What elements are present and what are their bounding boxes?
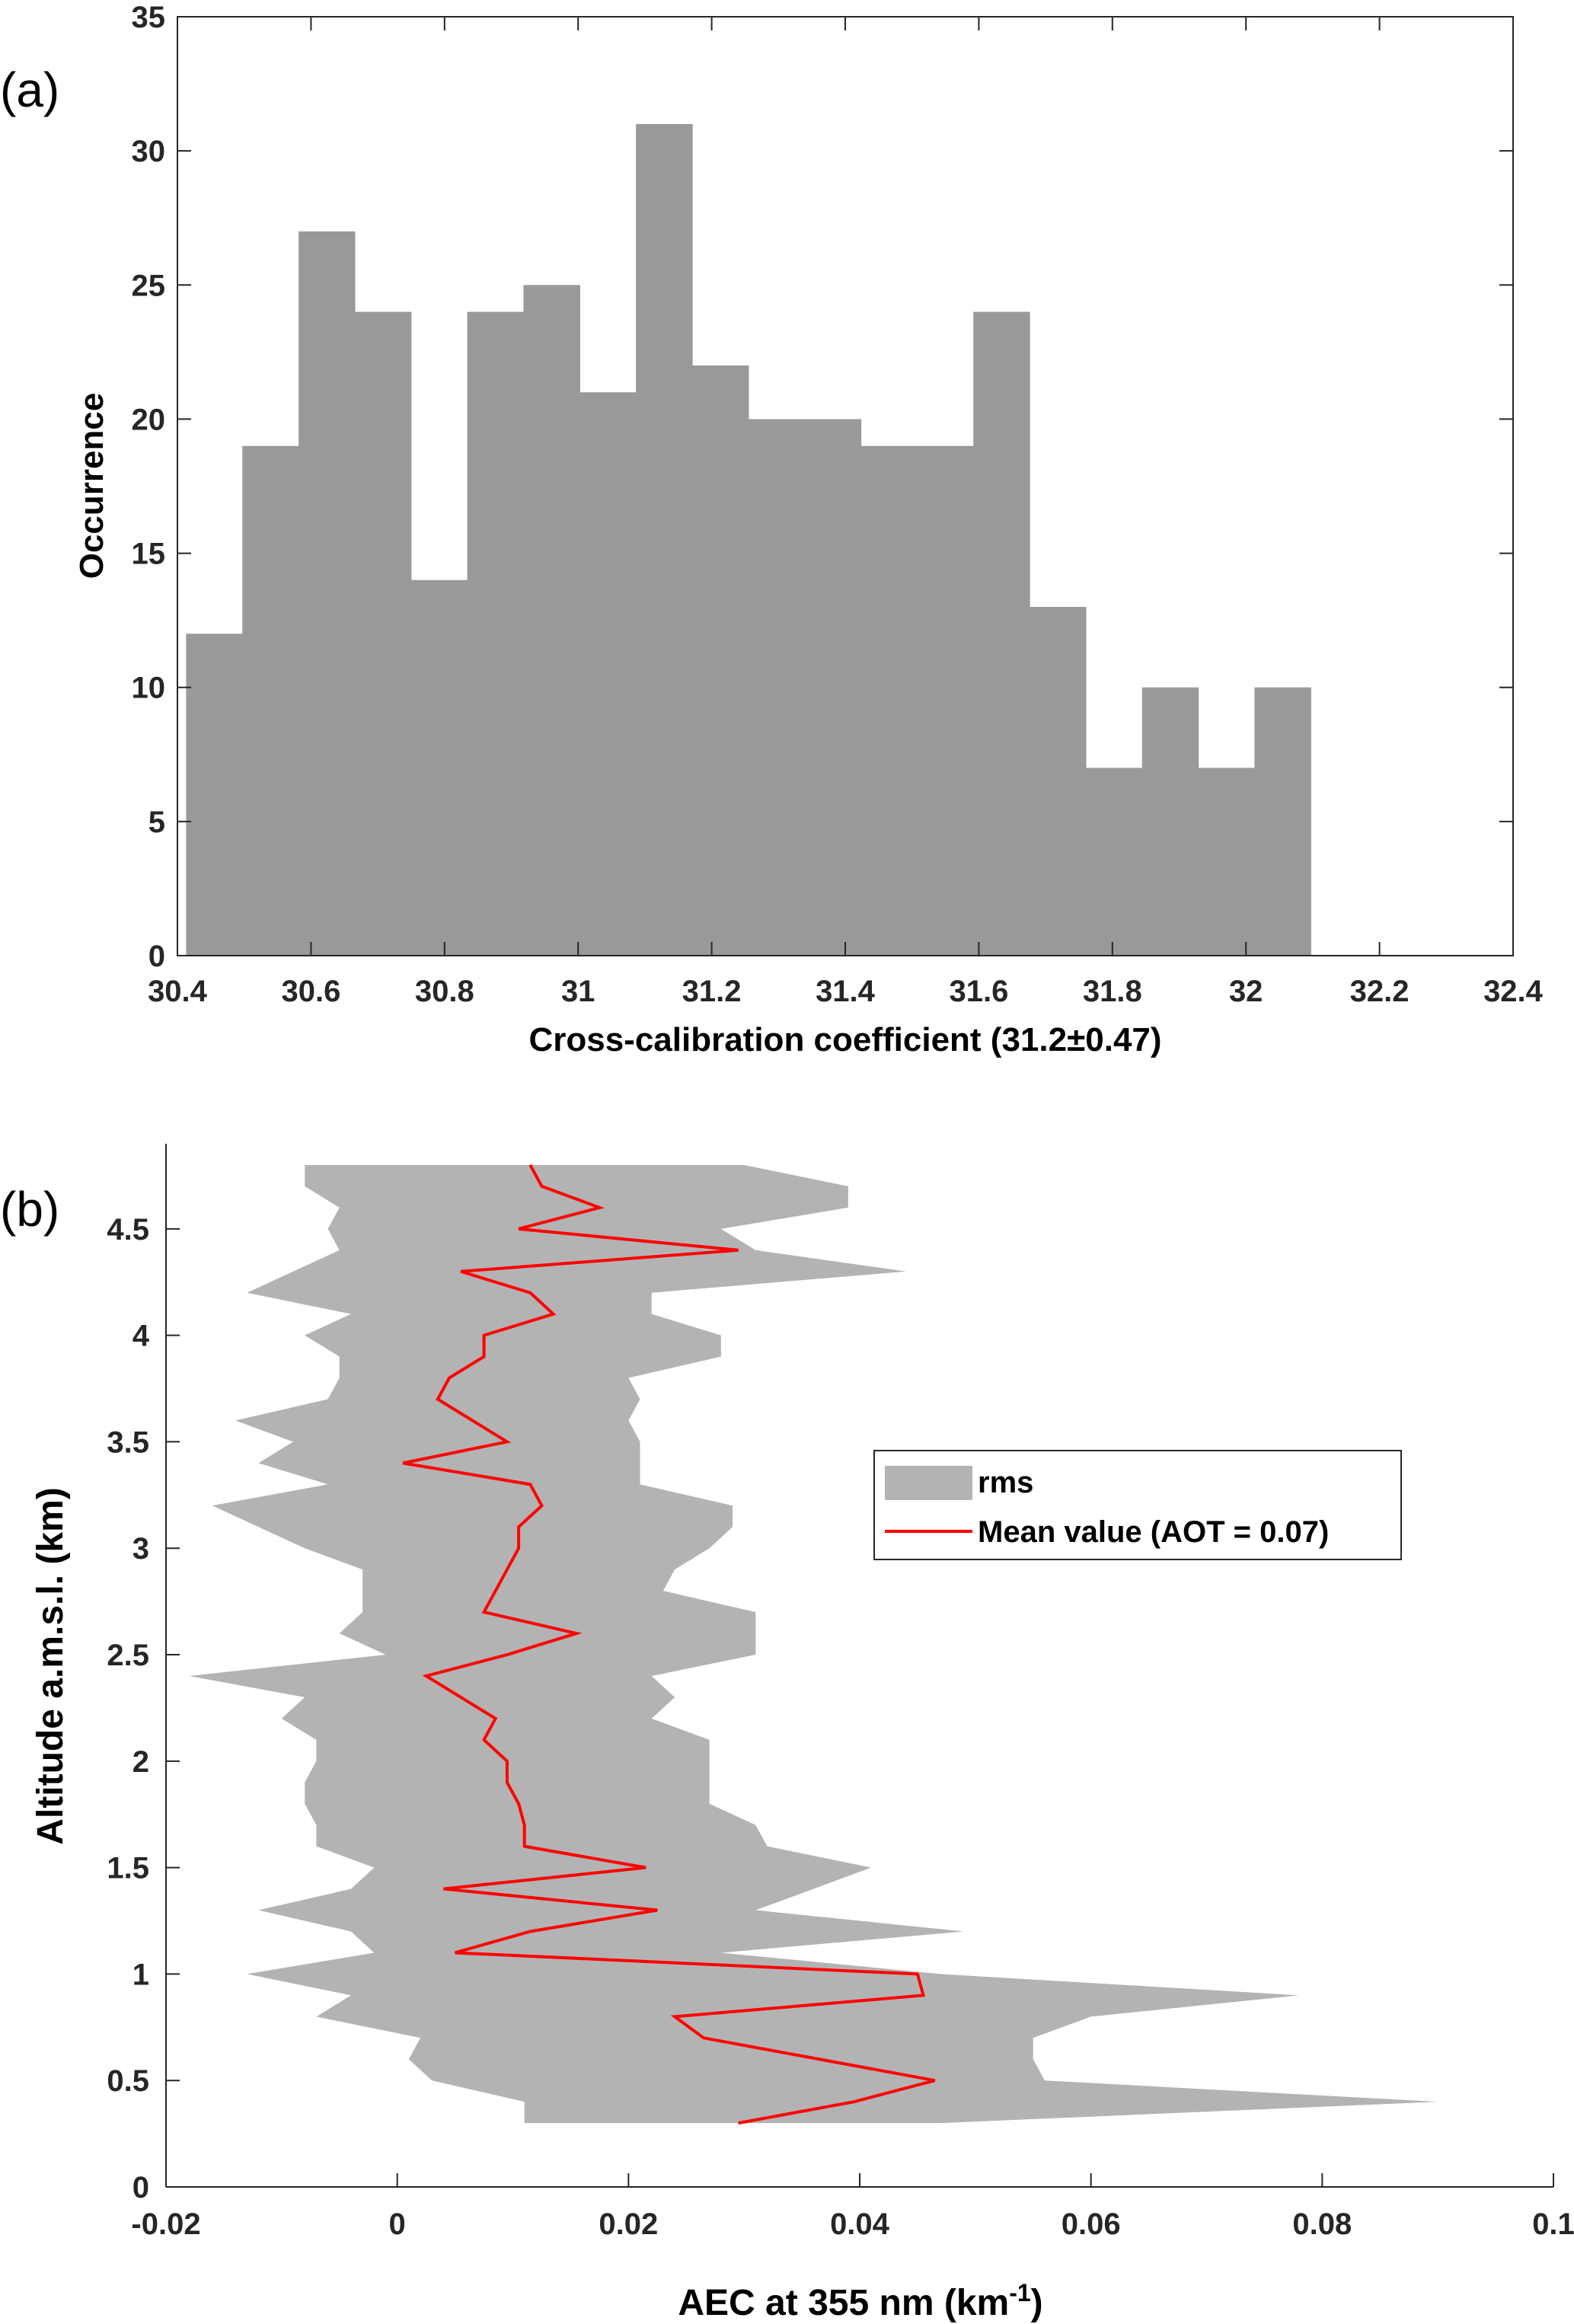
x-tick-label: 0.04	[830, 2207, 890, 2241]
histogram-bar	[186, 634, 243, 956]
x-tick-label: 0.08	[1292, 2207, 1352, 2241]
legend-label-mean: Mean value (AOT = 0.07)	[978, 1515, 1329, 1549]
x-tick-label: 32.4	[1483, 975, 1544, 1008]
profile-panel: (b) -0.02 0 0.02 0.04 0.06 0.08 0.1 00.511.522…	[0, 1144, 1574, 2323]
histogram-bar	[579, 392, 637, 956]
histogram-bar	[1141, 687, 1199, 956]
y-tick-label: 2	[132, 1745, 149, 1779]
x-tick-label: 31	[561, 975, 595, 1008]
legend-swatch-rms	[885, 1466, 972, 1500]
x-axis-label-b-sup: -1	[1009, 2279, 1030, 2306]
x-tick-label: 0.06	[1062, 2207, 1121, 2241]
y-tick-label: 4	[132, 1320, 150, 1353]
histogram-bar	[410, 579, 468, 956]
x-tick-label: -0.02	[131, 2207, 200, 2241]
histogram-bars	[186, 123, 1311, 956]
x-tick-label: 30.4	[148, 975, 208, 1008]
histogram-bar	[467, 311, 525, 956]
histogram-bar	[917, 445, 974, 956]
x-tick-label: 30.6	[281, 975, 340, 1008]
y-tick-label: 4.5	[107, 1213, 149, 1247]
histogram-bar	[691, 365, 749, 956]
histogram-bar	[804, 419, 862, 956]
mean-value-line	[402, 1164, 936, 2125]
histogram-bar	[1085, 768, 1143, 956]
x-tick-label: 0.02	[599, 2207, 658, 2241]
x-axis-label-b-end: )	[1031, 2283, 1043, 2323]
x-ticks-a: 30.4 30.6 30.8 31 31.2 31.4 31.6 31.8 32 32.2 32.4	[148, 17, 1544, 1008]
histogram-bar	[523, 285, 580, 956]
histogram-bar	[1254, 687, 1311, 956]
legend-label-rms: rms	[978, 1466, 1033, 1499]
x-tick-label: 31.2	[682, 975, 742, 1008]
histogram-bar	[354, 311, 412, 956]
panel-label-b: (b)	[0, 1182, 59, 1237]
x-tick-label: 30.8	[415, 975, 474, 1008]
y-tick-label: 2.5	[107, 1639, 149, 1672]
histogram-bar	[973, 311, 1030, 956]
legend: rms Mean value (AOT = 0.07)	[873, 1450, 1402, 1560]
x-tick-label: 0	[389, 2207, 406, 2241]
x-axis-label-a: Cross-calibration coefficient (31.2±0.47…	[528, 1021, 1161, 1058]
y-tick-label: 0	[148, 940, 165, 973]
y-tick-label: 1.5	[107, 1852, 149, 1885]
histogram-bar	[748, 419, 806, 956]
histogram-bar	[1030, 607, 1087, 956]
y-tick-label: 10	[132, 672, 166, 705]
y-tick-label: 20	[132, 403, 166, 436]
y-tick-label: 15	[132, 538, 166, 571]
histogram-bar	[860, 445, 918, 956]
y-tick-label: 35	[132, 1, 166, 34]
x-tick-label: 0.1	[1532, 2207, 1574, 2241]
y-tick-label: 5	[148, 806, 165, 839]
y-tick-label: 1	[132, 1958, 149, 1991]
y-ticks-a: 0 5 10 15 20 25 30 35	[132, 1, 1513, 973]
x-tick-label: 32	[1229, 975, 1263, 1008]
rms-area	[189, 1164, 1438, 2124]
x-axis-label-b-text: AEC at 355 nm (km	[678, 2283, 1009, 2323]
y-tick-label: 30	[132, 135, 166, 168]
histogram-bar	[299, 231, 356, 956]
y-axis-label-b: Altitude a.m.s.l. (km)	[30, 1487, 71, 1844]
x-tick-label: 31.6	[949, 975, 1008, 1008]
x-ticks-b: -0.02 0 0.02 0.04 0.06 0.08 0.1	[131, 2173, 1574, 2241]
x-tick-label: 31.4	[816, 975, 876, 1008]
y-tick-label: 3.5	[107, 1425, 149, 1459]
y-axis-label-a: Occurrence	[73, 393, 110, 579]
panel-label-a: (a)	[0, 62, 59, 117]
x-tick-label: 32.2	[1350, 975, 1410, 1008]
y-tick-label: 0	[132, 2171, 149, 2204]
y-tick-label: 3	[132, 1532, 149, 1566]
x-tick-label: 31.8	[1083, 975, 1142, 1008]
y-tick-label: 0.5	[107, 2064, 149, 2098]
x-axis-label-b: AEC at 355 nm (km-1)	[678, 2279, 1042, 2323]
histogram-bar	[242, 445, 299, 956]
histogram-bar	[1198, 768, 1256, 956]
y-tick-label: 25	[132, 269, 166, 302]
histogram-bar	[636, 123, 693, 956]
y-ticks-b: 0 0.5 1 1.5 2 2.5 3 3.5 4 4.5	[107, 1213, 180, 2204]
histogram-panel: (a) 30.4 30.6 30.8 31 31.2 31.4 31.6 31.8 32 32.2…	[0, 1, 1544, 1058]
